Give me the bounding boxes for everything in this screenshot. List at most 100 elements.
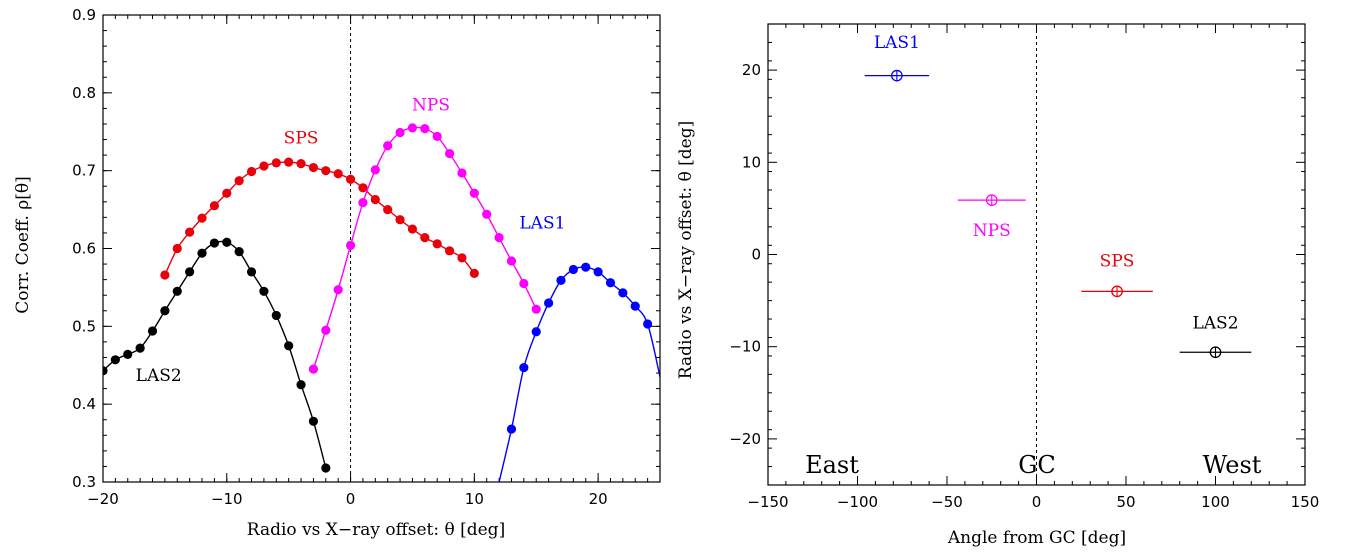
data-point-las2	[296, 380, 306, 390]
data-point-las2	[308, 416, 319, 426]
data-point-nps	[333, 285, 343, 295]
data-point-nps	[469, 188, 479, 198]
data-point-sps	[234, 176, 244, 186]
left-plot-area: −20 −10 0 10 20 0.3 0.4 0.5 0.6 0.7 0.8 0.9 LAS2 SPS N…	[72, 6, 661, 508]
data-point-las1	[506, 424, 517, 434]
data-point-las2	[110, 355, 120, 365]
data-point-nps	[407, 123, 418, 133]
data-point-nps	[420, 124, 430, 134]
right-y-tick-label: −20	[729, 430, 761, 448]
data-point-las1	[643, 319, 653, 329]
data-point-nps	[395, 127, 405, 138]
data-point-sps	[444, 246, 455, 256]
series-line-nps	[312, 126, 537, 370]
point-label-nps: NPS	[973, 221, 1011, 241]
data-point-sps	[457, 253, 467, 263]
right-y-tick-label: 10	[742, 153, 761, 171]
right-x-tick-label: −150	[747, 493, 788, 511]
data-point-las1	[556, 275, 566, 286]
data-point-sps	[321, 166, 331, 176]
data-point-nps	[321, 325, 331, 335]
data-point-sps	[469, 268, 479, 279]
right-x-tick-label: 50	[1116, 493, 1135, 511]
right-y-tick-label: −10	[729, 338, 761, 356]
data-point-las2	[321, 463, 331, 473]
data-point-las2	[197, 248, 207, 258]
left-y-tick-label: 0.4	[72, 395, 96, 413]
data-point-nps	[444, 148, 455, 159]
right-y-tick-label: 20	[742, 61, 761, 79]
data-point-las1	[531, 327, 541, 337]
data-point-sps	[308, 162, 319, 173]
data-point-sps	[370, 194, 380, 205]
data-point-las1	[593, 267, 603, 277]
data-point-las2	[147, 326, 158, 336]
data-point-sps	[383, 204, 393, 215]
data-point-sps	[185, 227, 195, 237]
right-plot-frame	[767, 23, 1306, 486]
right-x-tick-label: −50	[931, 493, 963, 511]
left-y-tick-label: 0.5	[72, 317, 96, 335]
left-y-tick-label: 0.8	[72, 84, 96, 102]
west-label: West	[1203, 451, 1262, 479]
series-label-las1: LAS1	[519, 213, 565, 233]
right-panel-offsets: −150 −100 −50 0 50 100 150−20−1001020LAS1NPSSP…	[676, 23, 1319, 548]
data-point-las2	[284, 341, 294, 351]
series-label-las2: LAS2	[136, 366, 182, 386]
data-point-las2	[185, 267, 195, 277]
left-x-tick-label: −10	[211, 490, 243, 508]
data-point-las2	[160, 306, 170, 316]
left-y-tick-label: 0.9	[72, 6, 96, 24]
right-x-tick-label: 0	[1032, 493, 1042, 511]
series-line-sps	[164, 161, 475, 276]
left-x-tick-label: 0	[346, 490, 356, 508]
data-point-nps	[985, 194, 998, 206]
data-point-las2	[246, 267, 257, 277]
data-point-las1	[630, 301, 640, 311]
data-point-sps	[172, 243, 182, 254]
data-point-nps	[482, 209, 492, 219]
data-point-nps	[370, 165, 380, 175]
data-point-las2	[1209, 346, 1222, 359]
series-label-nps: NPS	[412, 96, 450, 116]
data-point-las1	[618, 288, 628, 298]
data-point-nps	[519, 278, 529, 289]
left-y-tick-label: 0.3	[72, 473, 96, 491]
data-point-sps	[246, 166, 257, 177]
data-point-nps	[358, 197, 368, 208]
data-point-sps	[296, 159, 306, 169]
data-point-sps	[197, 213, 207, 223]
data-point-sps	[222, 188, 232, 198]
data-point-sps	[284, 157, 294, 167]
point-label-las2: LAS2	[1192, 313, 1238, 333]
data-point-las2	[103, 366, 108, 376]
data-point-las1	[581, 262, 591, 272]
data-point-las1	[568, 264, 578, 275]
data-point-sps	[271, 158, 281, 168]
left-y-tick-label: 0.6	[72, 240, 96, 258]
point-label-sps: SPS	[1100, 251, 1135, 271]
data-point-las2	[135, 343, 145, 353]
data-point-las1	[544, 298, 554, 308]
left-y-axis-label: Corr. Coeff. ρ[θ]	[13, 176, 33, 314]
left-x-tick-label: −20	[87, 490, 119, 508]
data-point-sps	[160, 270, 170, 280]
data-point-las2	[123, 349, 133, 359]
data-point-las2	[209, 238, 219, 248]
right-x-tick-label: −100	[837, 493, 878, 511]
data-point-las1	[605, 278, 616, 288]
data-point-las1	[891, 69, 903, 82]
data-point-sps	[1111, 285, 1123, 298]
data-point-las1	[519, 362, 529, 373]
data-point-sps	[420, 233, 430, 243]
point-label-las1: LAS1	[874, 33, 920, 53]
data-point-sps	[432, 239, 442, 249]
left-y-tick-label: 0.7	[72, 162, 96, 180]
right-x-tick-label: 100	[1201, 493, 1230, 511]
data-point-sps	[407, 224, 418, 234]
data-point-nps	[531, 304, 541, 314]
data-point-las2	[172, 286, 182, 296]
data-point-las2	[222, 237, 232, 247]
data-point-nps	[383, 141, 393, 151]
